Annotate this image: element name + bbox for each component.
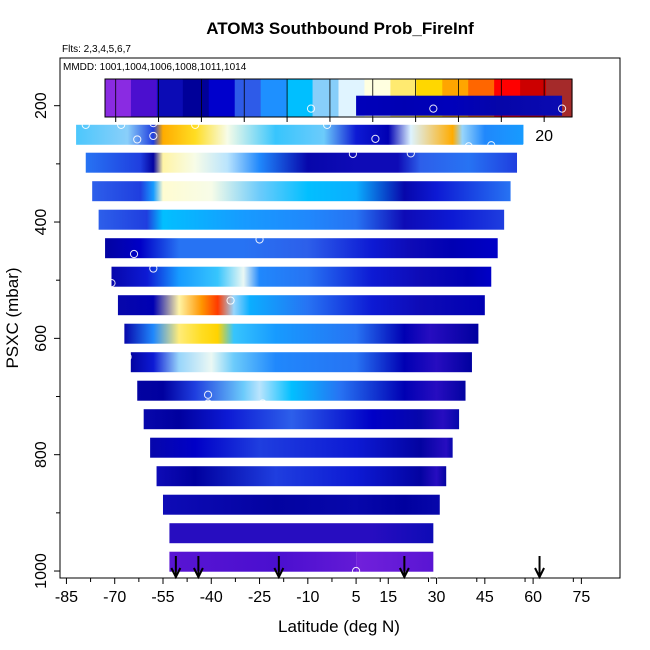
heat-layer (117, 295, 485, 316)
x-tick-label: -55 (151, 589, 174, 606)
x-tick-label: -40 (200, 589, 223, 606)
colorbar-swatch (156, 79, 184, 117)
heat-layer (169, 523, 434, 544)
heat-layer (162, 494, 440, 515)
sample-point (522, 142, 531, 151)
y-axis-label: PSXC (mbar) (3, 267, 22, 368)
heatmap-layers (76, 95, 563, 572)
x-tick-label: 60 (524, 589, 542, 606)
sample-point (203, 399, 213, 408)
sample-point (133, 135, 142, 144)
sample-point (351, 566, 361, 576)
sample-point (81, 120, 90, 129)
sample-point (123, 352, 132, 362)
heat-layer (85, 152, 518, 173)
sample-point (371, 134, 380, 143)
flights-subtitle: Flts: 2,3,4,5,6,7 (62, 44, 131, 55)
y-tick-label: 200 (33, 92, 50, 119)
y-tick-label: 600 (33, 325, 50, 352)
x-tick-label: 5 (352, 589, 361, 606)
surface-layer (169, 551, 357, 572)
sample-point (487, 141, 496, 150)
heat-layer (130, 352, 472, 373)
sample-point (226, 296, 235, 305)
sample-point (149, 119, 158, 128)
sample-point (107, 279, 116, 288)
plot-frame (59, 57, 621, 579)
heat-layer (124, 323, 479, 344)
x-tick-label: -25 (248, 589, 271, 606)
sample-points (81, 104, 567, 583)
heat-layer (92, 181, 511, 202)
heat-layer (98, 209, 505, 230)
colorbar-swatch (182, 79, 210, 117)
sample-point (323, 120, 332, 129)
sample-point (191, 120, 200, 129)
surface-layer (356, 551, 434, 572)
sample-point (348, 149, 357, 159)
sample-point (203, 390, 213, 399)
x-tick-label: 30 (428, 589, 446, 606)
colorbar-swatch (130, 79, 158, 117)
flight-arrow-head (273, 567, 285, 580)
sample-point (406, 149, 415, 158)
heat-layer (111, 266, 492, 287)
colorbar-swatch (234, 79, 262, 117)
y-tick-label: 800 (33, 441, 50, 468)
sample-point (557, 104, 567, 113)
x-tick-label: -85 (55, 589, 78, 606)
sample-point (117, 120, 126, 129)
heat-layer (137, 380, 466, 401)
heat-layer (356, 95, 563, 116)
x-tick-label: -70 (103, 589, 126, 606)
x-axis: -85 -70 -55 -40 -25 -10 5 15 30 45 60 75 (55, 578, 590, 606)
heat-layer (143, 409, 460, 430)
colorbar-swatch (286, 79, 314, 117)
sample-point (429, 104, 438, 113)
sample-point (149, 264, 158, 273)
x-axis-label: Latitude (deg N) (278, 617, 400, 636)
colorbar-swatch (260, 79, 288, 117)
heat-layer (156, 466, 447, 487)
flight-arrow-head (170, 567, 182, 580)
heat-layer (76, 124, 524, 145)
colorbar-tick-label: 20 (535, 128, 553, 145)
sample-point (255, 235, 264, 244)
x-tick-label: -10 (296, 589, 319, 606)
flight-arrows (170, 556, 545, 580)
flight-arrow-head (534, 567, 545, 580)
flight-arrow-head (398, 567, 410, 580)
y-axis: 200 400 600 800 1000 (33, 92, 60, 589)
colorbar-swatch (208, 79, 236, 117)
sample-point (129, 249, 139, 259)
x-tick-label: 15 (379, 589, 397, 606)
heat-layer (150, 437, 453, 458)
x-tick-label: 45 (476, 589, 494, 606)
heat-layer (105, 238, 498, 259)
colorbar-swatch (105, 79, 132, 117)
y-tick-label: 400 (33, 209, 50, 236)
x-tick-label: 75 (572, 589, 590, 606)
flight-arrow-head (192, 567, 204, 580)
sample-point (306, 104, 316, 113)
sample-point (258, 399, 267, 408)
dates-subtitle: MMDD: 1001,1004,1006,1008,1011,1014 (63, 62, 247, 73)
chart-title: ATOM3 Southbound Prob_FireInf (206, 19, 474, 38)
sample-point (158, 545, 168, 555)
sample-point (464, 142, 473, 151)
colorbar-swatch (312, 79, 340, 117)
colorbar-frame (104, 78, 573, 118)
sample-point (149, 131, 158, 141)
y-tick-label: 1000 (33, 553, 50, 589)
